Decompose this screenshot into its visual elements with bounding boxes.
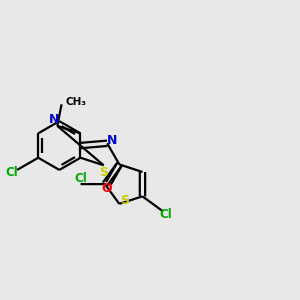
Text: CH₃: CH₃: [65, 97, 86, 107]
Text: Cl: Cl: [5, 166, 18, 179]
Text: Cl: Cl: [159, 208, 172, 221]
Text: O: O: [102, 182, 112, 195]
Text: S: S: [99, 166, 108, 179]
Text: N: N: [107, 134, 117, 147]
Text: S: S: [120, 194, 129, 207]
Text: N: N: [49, 113, 59, 126]
Text: Cl: Cl: [75, 172, 88, 185]
